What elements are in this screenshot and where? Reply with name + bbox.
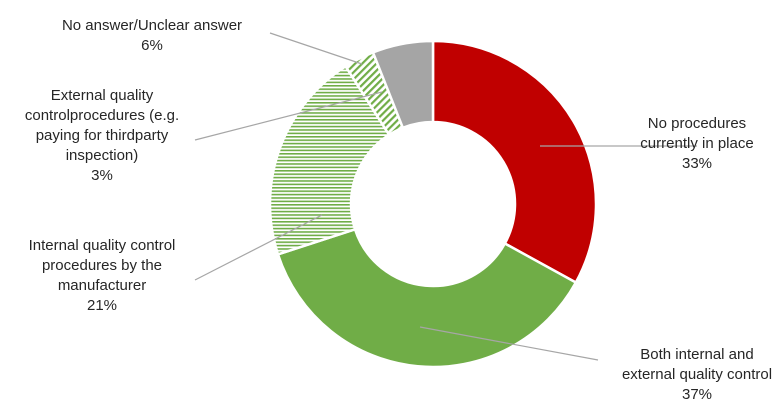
slice-label-2: Internal quality control procedures by th…	[29, 237, 176, 314]
slice-label-0: No procedures currently in place 33%	[640, 115, 753, 172]
slice-label-4: No answer/Unclear answer 6%	[62, 17, 242, 54]
slice-label-3: External quality controlprocedures (e.g. p…	[25, 87, 179, 184]
leader-line-4	[269, 32, 363, 65]
donut-slices	[268, 39, 598, 369]
donut-slice-1	[276, 227, 578, 369]
slice-labels: No procedures currently in place 33% Both i…	[25, 17, 772, 401]
slice-label-1: Both internal and external quality contro…	[622, 346, 772, 401]
leader-line-1	[419, 326, 599, 361]
leader-line-2	[194, 214, 323, 281]
leader-line-3	[194, 91, 383, 141]
donut-slice-0	[431, 39, 598, 285]
leader-lines	[194, 32, 697, 361]
donut-slice-4	[371, 39, 435, 130]
